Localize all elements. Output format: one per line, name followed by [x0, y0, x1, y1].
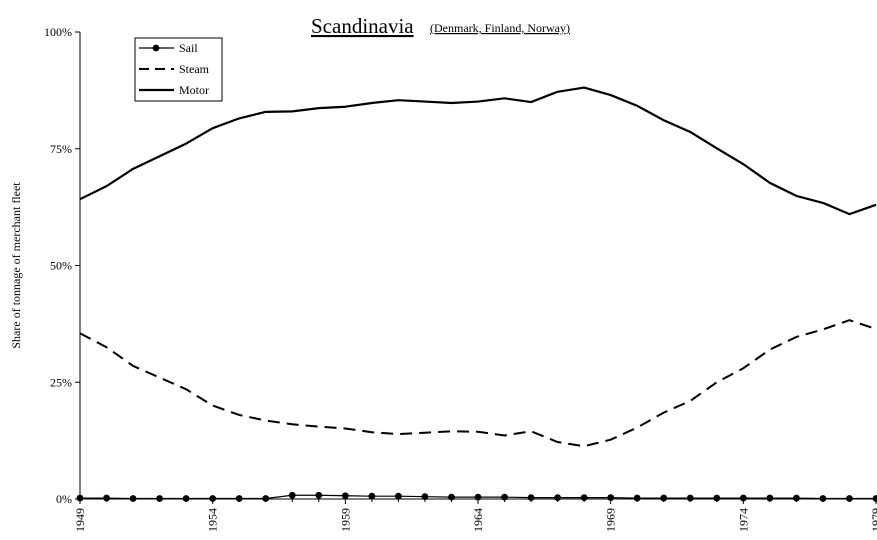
data-point-sail [554, 494, 561, 501]
chart-title-group: Scandinavia (Denmark, Finland, Norway) [311, 14, 570, 38]
data-point-sail [103, 494, 110, 502]
x-tick-label: 1979 [869, 508, 877, 532]
chart-subtitle: (Denmark, Finland, Norway) [430, 21, 570, 35]
data-point-sail [235, 495, 243, 502]
legend-label-steam: Steam [179, 62, 210, 76]
legend-label-sail: Sail [179, 41, 198, 55]
data-point-sail [395, 492, 402, 500]
data-point-sail [846, 495, 853, 502]
y-tick-label: 0% [56, 492, 72, 506]
y-tick-label: 100% [44, 25, 72, 39]
x-tick-label: 1964 [471, 508, 485, 532]
data-point-sail [766, 494, 774, 502]
x-tick-label: 1959 [338, 508, 352, 532]
y-tick-label: 25% [50, 375, 72, 389]
data-point-sail [633, 494, 641, 502]
series-sail [76, 491, 877, 502]
x-tick-label: 1954 [206, 508, 220, 532]
data-point-sail [421, 493, 429, 501]
y-tick-label: 75% [50, 142, 72, 156]
y-axis-ticks: 0% 25% 50% 75% 100% [44, 25, 80, 506]
data-point-sail [474, 493, 482, 501]
chart-title: Scandinavia [311, 14, 414, 38]
data-point-sail [527, 494, 535, 501]
data-point-sail [262, 495, 270, 502]
legend-marker-sail [152, 44, 160, 52]
legend-label-motor: Motor [179, 83, 209, 97]
data-point-sail [819, 495, 827, 502]
data-point-sail [288, 491, 296, 499]
legend: Sail Steam Motor [134, 37, 223, 102]
data-point-sail [793, 494, 800, 502]
series-line-steam [79, 319, 877, 448]
data-point-sail [76, 494, 84, 502]
data-point-sail [713, 494, 721, 502]
data-point-sail [739, 494, 747, 502]
y-axis-label: Share of tonnage of merchant fleet [9, 182, 23, 349]
data-point-sail [580, 494, 588, 501]
x-tick-label: 1969 [604, 508, 618, 532]
data-point-sail [872, 495, 877, 502]
x-tick-label: 1974 [736, 508, 750, 532]
data-point-sail [607, 494, 615, 501]
data-point-sail [315, 491, 323, 499]
data-point-sail [501, 493, 508, 501]
legend-item-steam: Steam [139, 62, 210, 76]
data-point-sail [686, 494, 694, 502]
series-motor [79, 86, 877, 216]
data-point-sail [448, 493, 455, 501]
data-point-sail [660, 494, 668, 502]
x-axis-ticks: 1949 1954 1959 1964 1969 1974 1979 [73, 499, 877, 532]
data-point-sail [209, 495, 217, 502]
data-point-sail [156, 495, 164, 502]
data-point-sail [341, 492, 349, 500]
data-point-sail [182, 495, 190, 502]
legend-item-sail: Sail [139, 41, 198, 55]
series-layer [76, 86, 877, 502]
x-tick-label: 1949 [73, 508, 87, 532]
y-tick-label: 50% [50, 259, 72, 273]
legend-item-motor: Motor [139, 83, 209, 97]
series-steam [79, 319, 877, 448]
data-point-sail [129, 495, 137, 502]
series-line-motor [79, 86, 877, 216]
data-point-sail [368, 492, 376, 500]
